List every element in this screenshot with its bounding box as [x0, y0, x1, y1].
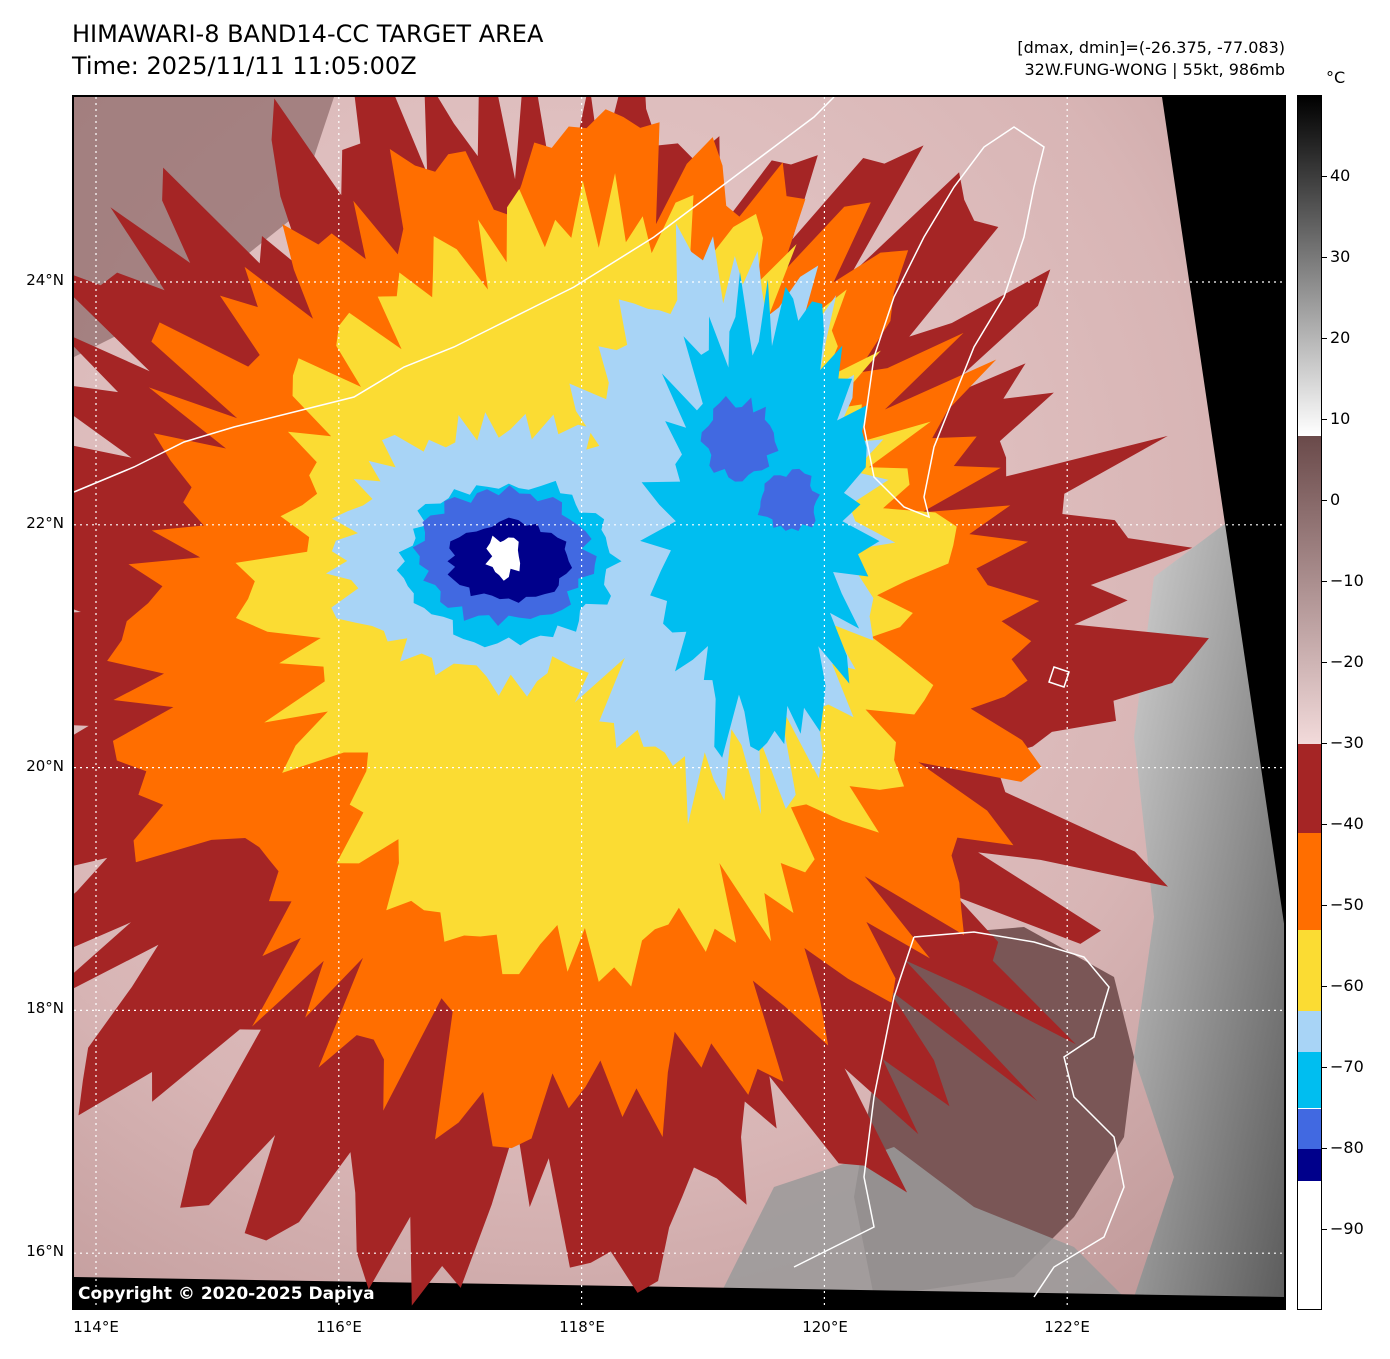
china-coastline	[74, 97, 835, 493]
colorbar-band	[1298, 96, 1321, 437]
satellite-imagery	[74, 97, 1284, 1308]
colorbar-unit: °C	[1326, 68, 1346, 87]
colorbar-tick	[1322, 500, 1327, 501]
no-data-bottom	[74, 1277, 1284, 1308]
colorbar-tick	[1322, 986, 1327, 987]
colorbar-band	[1298, 833, 1321, 931]
colorbar-band	[1298, 1011, 1321, 1052]
colorbar-band	[1298, 436, 1321, 744]
colorbar-band	[1298, 1108, 1321, 1149]
cloud-top-minus90-core	[485, 535, 521, 581]
colorbar-tick-label: 30	[1330, 247, 1351, 266]
storm-info: 32W.FUNG-WONG | 55kt, 986mb	[1024, 60, 1285, 79]
colorbar-tick-label: −20	[1330, 652, 1364, 671]
colorbar-tick-label: −70	[1330, 1057, 1364, 1076]
lat-label-18n: 18°N	[26, 999, 64, 1017]
colorbar-tick	[1322, 1148, 1327, 1149]
chart-title: HIMAWARI-8 BAND14-CC TARGET AREA	[72, 20, 544, 48]
lon-label-114e: 114°E	[73, 1318, 119, 1336]
colorbar-tick	[1322, 257, 1327, 258]
lat-label-22n: 22°N	[26, 514, 64, 532]
lon-label-116e: 116°E	[316, 1318, 362, 1336]
colorbar-tick	[1322, 176, 1327, 177]
lon-label-122e: 122°E	[1044, 1318, 1090, 1336]
colorbar-tick	[1322, 905, 1327, 906]
lon-label-120e: 120°E	[802, 1318, 848, 1336]
colorbar-tick	[1322, 338, 1327, 339]
timestamp: Time: 2025/11/11 11:05:00Z	[72, 52, 417, 80]
colorbar-tick-label: −90	[1330, 1219, 1364, 1238]
graticule	[74, 97, 1284, 1308]
lat-label-16n: 16°N	[26, 1242, 64, 1260]
luzon-coastline	[793, 931, 1125, 1298]
no-data-region	[1162, 97, 1284, 924]
copyright-text: Copyright © 2020-2025 Dapiya	[78, 1284, 375, 1304]
lon-label-118e: 118°E	[559, 1318, 605, 1336]
colorbar-band	[1298, 1181, 1321, 1309]
cloud-top-minus70-cell	[757, 468, 820, 532]
storm-system	[74, 97, 1209, 1306]
warm-gray-east	[1134, 517, 1284, 1297]
temperature-colorbar	[1297, 95, 1322, 1310]
colorbar-tick	[1322, 581, 1327, 582]
colorbar-tick-label: −30	[1330, 733, 1364, 752]
colorbar-tick-label: −60	[1330, 976, 1364, 995]
colorbar-tick	[1322, 1067, 1327, 1068]
colorbar-tick-label: −10	[1330, 571, 1364, 590]
cloud-top-minus70-cell	[700, 395, 779, 482]
colorbar-tick	[1322, 1229, 1327, 1230]
colorbar-tick-label: −40	[1330, 814, 1364, 833]
colorbar-tick	[1322, 824, 1327, 825]
colorbar-band	[1298, 744, 1321, 834]
colorbar-tick-label: −80	[1330, 1138, 1364, 1157]
lat-label-24n: 24°N	[26, 271, 64, 289]
colorbar-band	[1298, 1051, 1321, 1109]
colorbar-tick-label: 10	[1330, 409, 1351, 428]
colorbar-band	[1298, 1149, 1321, 1182]
taiwan-coastline	[863, 126, 1045, 519]
colorbar-tick	[1322, 743, 1327, 744]
island-outline	[1048, 666, 1070, 688]
range-readout: [dmax, dmin]=(-26.375, -77.083)	[1017, 38, 1285, 57]
colorbar-tick	[1322, 419, 1327, 420]
colorbar-band	[1298, 930, 1321, 1012]
satellite-map[interactable]: Copyright © 2020-2025 Dapiya	[72, 95, 1286, 1310]
warm-gray-south	[714, 1147, 1134, 1307]
colorbar-tick	[1322, 662, 1327, 663]
lat-label-20n: 20°N	[26, 757, 64, 775]
colorbar-tick-label: 0	[1330, 490, 1341, 509]
colorbar-tick-label: 40	[1330, 166, 1351, 185]
colorbar-tick-label: −50	[1330, 895, 1364, 914]
colorbar-tick-label: 20	[1330, 328, 1351, 347]
